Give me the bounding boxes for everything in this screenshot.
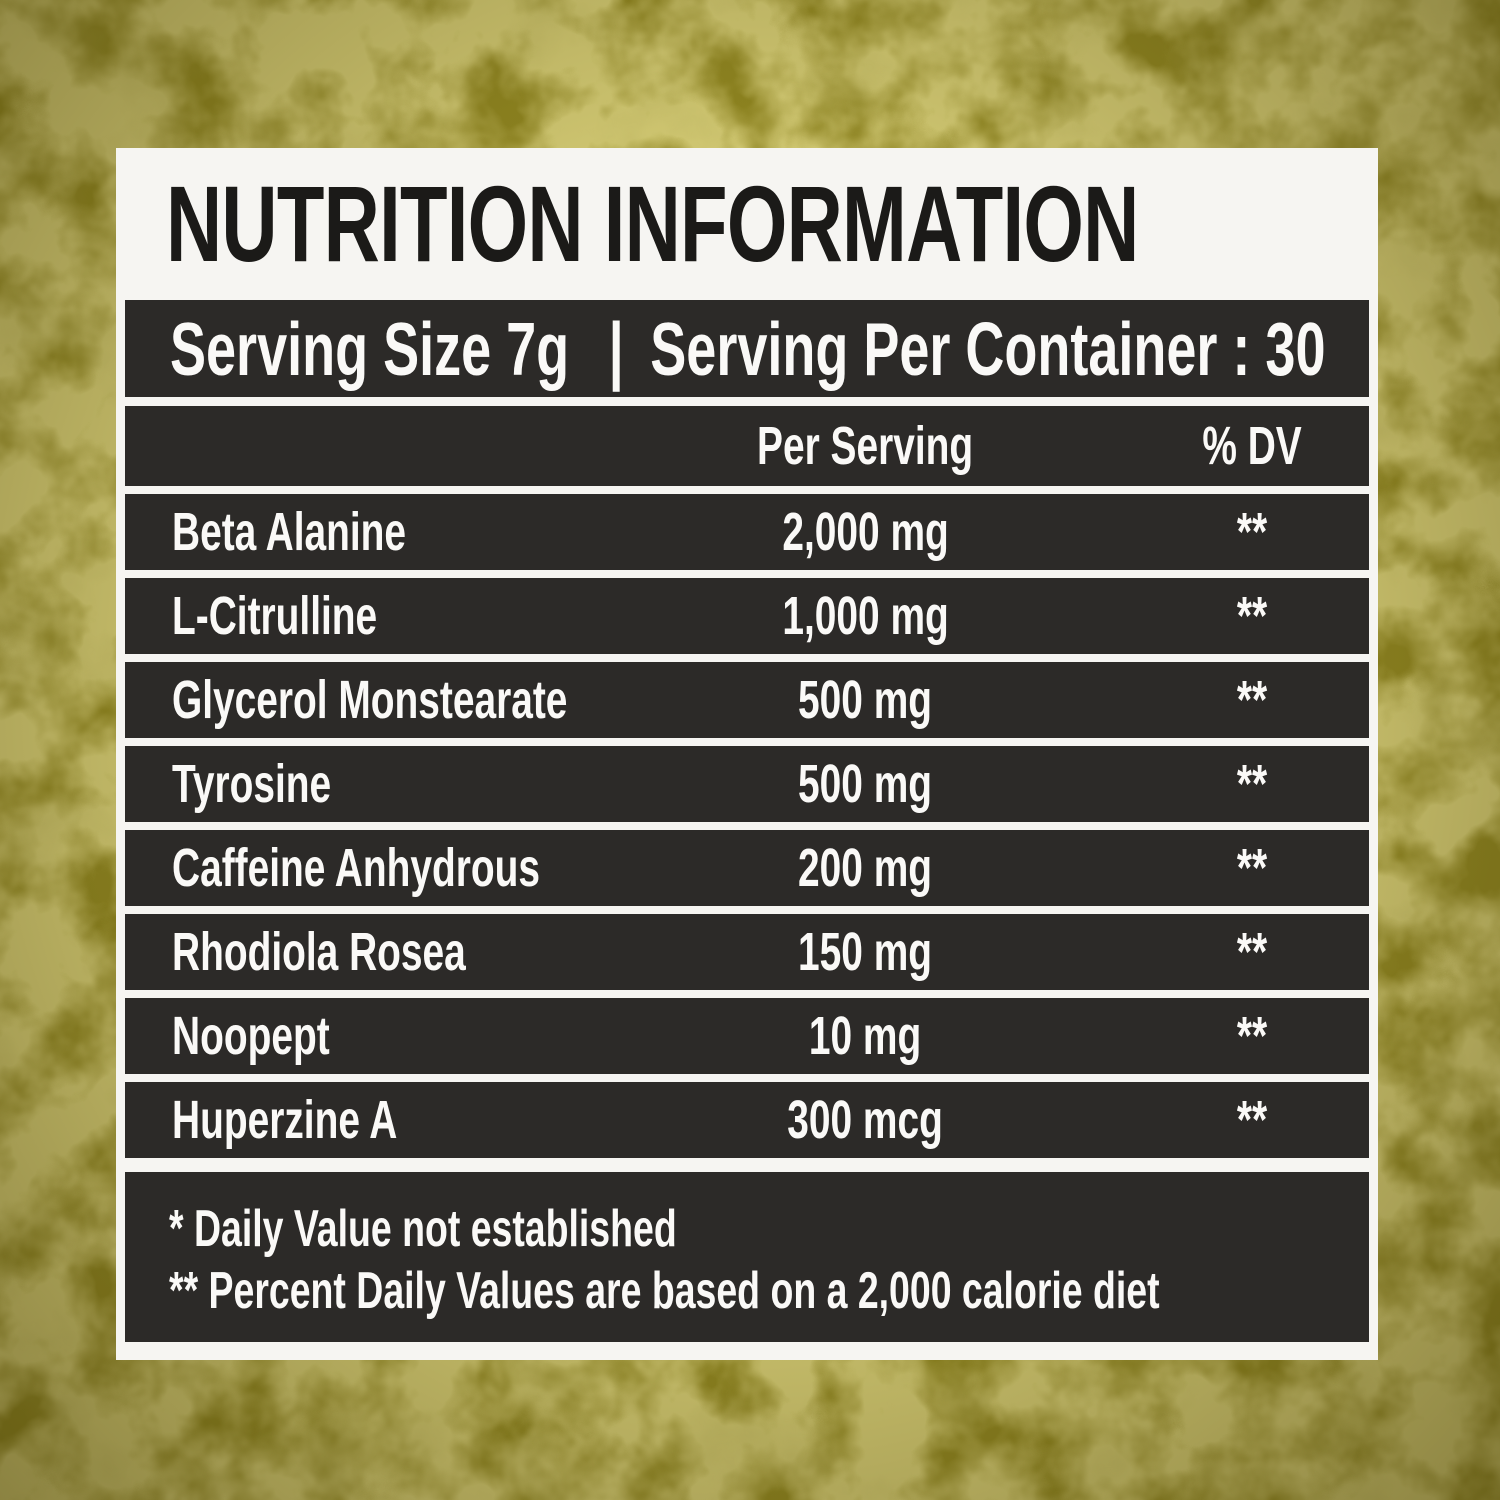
- serving-size-text: Serving Size 7g: [170, 306, 570, 391]
- nutrition-label: NUTRITION INFORMATION Serving Size 7g | …: [116, 148, 1378, 1360]
- ingredient-amount: 200 mg: [798, 838, 933, 898]
- ingredient-name: L-Citrulline: [172, 586, 378, 646]
- ingredient-dv: **: [1237, 502, 1268, 562]
- table-row: Beta Alanine 2,000 mg **: [125, 494, 1369, 570]
- ingredient-name: Glycerol Monstearate: [172, 670, 568, 730]
- table-row: Rhodiola Rosea 150 mg **: [125, 914, 1369, 990]
- footnote-daily-value: * Daily Value not established: [169, 1200, 677, 1258]
- ingredient-amount: 10 mg: [808, 1006, 922, 1066]
- ingredient-name: Tyrosine: [172, 754, 332, 814]
- column-header-row: Per Serving % DV: [125, 406, 1369, 486]
- ingredient-dv: **: [1237, 1006, 1268, 1066]
- ingredient-amount: 500 mg: [798, 670, 933, 730]
- column-header-dv: % DV: [1202, 416, 1302, 476]
- table-row: Tyrosine 500 mg **: [125, 746, 1369, 822]
- ingredient-dv: **: [1237, 1090, 1268, 1150]
- ingredient-dv: **: [1237, 754, 1268, 814]
- serving-bar: Serving Size 7g | Serving Per Container …: [125, 300, 1369, 397]
- ingredient-amount: 150 mg: [798, 922, 933, 982]
- ingredient-name: Beta Alanine: [172, 502, 407, 562]
- serving-line: Serving Size 7g | Serving Per Container …: [170, 306, 1325, 392]
- footnotes-bar: * Daily Value not established ** Percent…: [125, 1172, 1369, 1342]
- label-title: NUTRITION INFORMATION: [166, 163, 1139, 284]
- ingredient-dv: **: [1237, 670, 1268, 730]
- ingredient-amount: 2,000 mg: [781, 502, 949, 562]
- ingredient-name: Rhodiola Rosea: [172, 922, 466, 982]
- table-row: Caffeine Anhydrous 200 mg **: [125, 830, 1369, 906]
- ingredient-name: Caffeine Anhydrous: [172, 838, 540, 898]
- serving-per-container-text: Serving Per Container : 30: [650, 306, 1326, 391]
- label-header: NUTRITION INFORMATION: [116, 148, 1378, 300]
- ingredient-name: Huperzine A: [172, 1090, 398, 1150]
- column-header-dv-cell: % DV: [1046, 415, 1369, 477]
- table-row: Huperzine A 300 mcg **: [125, 1082, 1369, 1158]
- ingredient-amount: 1,000 mg: [781, 586, 949, 646]
- table-row: Noopept 10 mg **: [125, 998, 1369, 1074]
- ingredient-name: Noopept: [172, 1006, 330, 1066]
- ingredient-amount: 300 mcg: [787, 1090, 943, 1150]
- footnote-percent-daily-values: ** Percent Daily Values are based on a 2…: [169, 1262, 1160, 1320]
- ingredient-amount: 500 mg: [798, 754, 933, 814]
- table-row: L-Citrulline 1,000 mg **: [125, 578, 1369, 654]
- table-row: Glycerol Monstearate 500 mg **: [125, 662, 1369, 738]
- ingredient-dv: **: [1237, 838, 1268, 898]
- column-header-amount-cell: Per Serving: [685, 415, 1046, 477]
- ingredient-dv: **: [1237, 922, 1268, 982]
- ingredient-dv: **: [1237, 586, 1268, 646]
- serving-separator: |: [608, 306, 624, 391]
- column-header-per-serving: Per Serving: [757, 416, 974, 476]
